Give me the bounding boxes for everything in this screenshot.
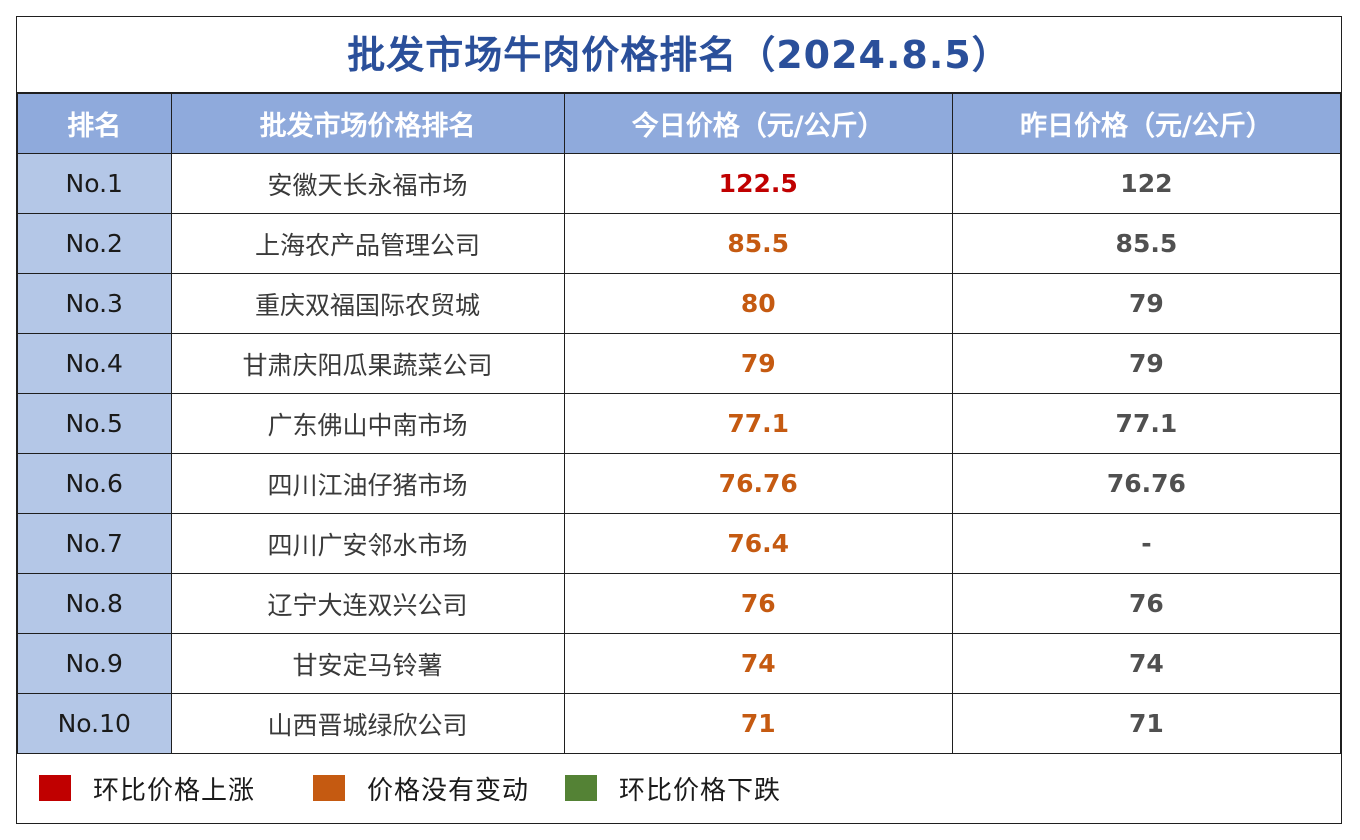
- today-price: 74: [563, 633, 953, 694]
- table-row: No.5 广东佛山中南市场 77.1 77.1: [17, 393, 1342, 454]
- rank-label: No.10: [17, 693, 172, 754]
- legend: 环比价格上涨 价格没有变动 环比价格下跌: [17, 753, 1341, 823]
- market-name: 四川广安邻水市场: [170, 513, 565, 574]
- legend-item-down: 环比价格下跌: [565, 773, 781, 806]
- today-price: 80: [563, 273, 953, 334]
- rank-label: No.7: [17, 513, 172, 574]
- table-row: No.3 重庆双福国际农贸城 80 79: [17, 273, 1342, 334]
- table-body: No.1 安徽天长永福市场 122.5 122 No.2 上海农产品管理公司 85.5 85.…: [17, 153, 1342, 754]
- legend-swatch-down: [565, 775, 597, 801]
- table-row: No.2 上海农产品管理公司 85.5 85.5: [17, 213, 1342, 274]
- page-title: 批发市场牛肉价格排名（2024.8.5）: [17, 17, 1341, 93]
- table-row: No.1 安徽天长永福市场 122.5 122: [17, 153, 1342, 214]
- yesterday-price: -: [951, 513, 1342, 574]
- today-price: 71: [563, 693, 953, 754]
- yesterday-price: 76: [951, 573, 1342, 634]
- legend-swatch-same: [313, 775, 345, 801]
- legend-item-up: 环比价格上涨: [39, 773, 255, 806]
- yesterday-price: 76.76: [951, 453, 1342, 514]
- rank-label: No.6: [17, 453, 172, 514]
- table-header: 排名 批发市场价格排名 今日价格（元/公斤） 昨日价格（元/公斤）: [17, 93, 1342, 154]
- table-row: No.7 四川广安邻水市场 76.4-: [17, 513, 1342, 574]
- yesterday-price: 79: [951, 273, 1342, 334]
- market-name: 广东佛山中南市场: [170, 393, 565, 454]
- header-rank: 排名: [17, 93, 172, 154]
- yesterday-price: 77.1: [951, 393, 1342, 454]
- legend-label-down: 环比价格下跌: [619, 775, 782, 806]
- yesterday-price: 122: [951, 153, 1342, 214]
- today-price: 85.5: [563, 213, 953, 274]
- market-name: 上海农产品管理公司: [170, 213, 565, 274]
- yesterday-price: 85.5: [951, 213, 1342, 274]
- rank-label: No.5: [17, 393, 172, 454]
- market-name: 辽宁大连双兴公司: [170, 573, 565, 634]
- header-market: 批发市场价格排名: [170, 93, 565, 154]
- market-name: 重庆双福国际农贸城: [170, 273, 565, 334]
- header-today-price: 今日价格（元/公斤）: [563, 93, 953, 154]
- table-row: No.6 四川江油仔猪市场 76.76 76.76: [17, 453, 1342, 514]
- today-price: 76: [563, 573, 953, 634]
- today-price: 76.76: [563, 453, 953, 514]
- rank-label: No.4: [17, 333, 172, 394]
- legend-label-up: 环比价格上涨: [93, 775, 256, 806]
- header-yesterday-price: 昨日价格（元/公斤）: [951, 93, 1342, 154]
- today-price: 122.5: [563, 153, 953, 214]
- market-name: 安徽天长永福市场: [170, 153, 565, 214]
- yesterday-price: 71: [951, 693, 1342, 754]
- yesterday-price: 74: [951, 633, 1342, 694]
- table-row: No.8 辽宁大连双兴公司 76 76: [17, 573, 1342, 634]
- table-row: No.10 山西晋城绿欣公司 71 71: [17, 693, 1342, 754]
- today-price: 76.4: [563, 513, 953, 574]
- table-row: No.4 甘肃庆阳瓜果蔬菜公司 79 79: [17, 333, 1342, 394]
- today-price: 77.1: [563, 393, 953, 454]
- market-name: 四川江油仔猪市场: [170, 453, 565, 514]
- header-row: 排名 批发市场价格排名 今日价格（元/公斤） 昨日价格（元/公斤）: [17, 93, 1342, 154]
- today-price: 79: [563, 333, 953, 394]
- rank-label: No.2: [17, 213, 172, 274]
- legend-item-same: 价格没有变动: [313, 773, 529, 806]
- legend-swatch-up: [39, 775, 71, 801]
- rank-label: No.1: [17, 153, 172, 214]
- rank-label: No.3: [17, 273, 172, 334]
- price-ranking-panel: 批发市场牛肉价格排名（2024.8.5） 排名 批发市场价格排名 今日价格（元/…: [16, 16, 1342, 824]
- ranking-table: 排名 批发市场价格排名 今日价格（元/公斤） 昨日价格（元/公斤） No.1 安徽…: [17, 93, 1342, 754]
- market-name: 山西晋城绿欣公司: [170, 693, 565, 754]
- market-name: 甘肃庆阳瓜果蔬菜公司: [170, 333, 565, 394]
- yesterday-price: 79: [951, 333, 1342, 394]
- table-row: No.9 甘安定马铃薯 74 74: [17, 633, 1342, 694]
- legend-label-same: 价格没有变动: [367, 775, 530, 806]
- rank-label: No.8: [17, 573, 172, 634]
- rank-label: No.9: [17, 633, 172, 694]
- market-name: 甘安定马铃薯: [170, 633, 565, 694]
